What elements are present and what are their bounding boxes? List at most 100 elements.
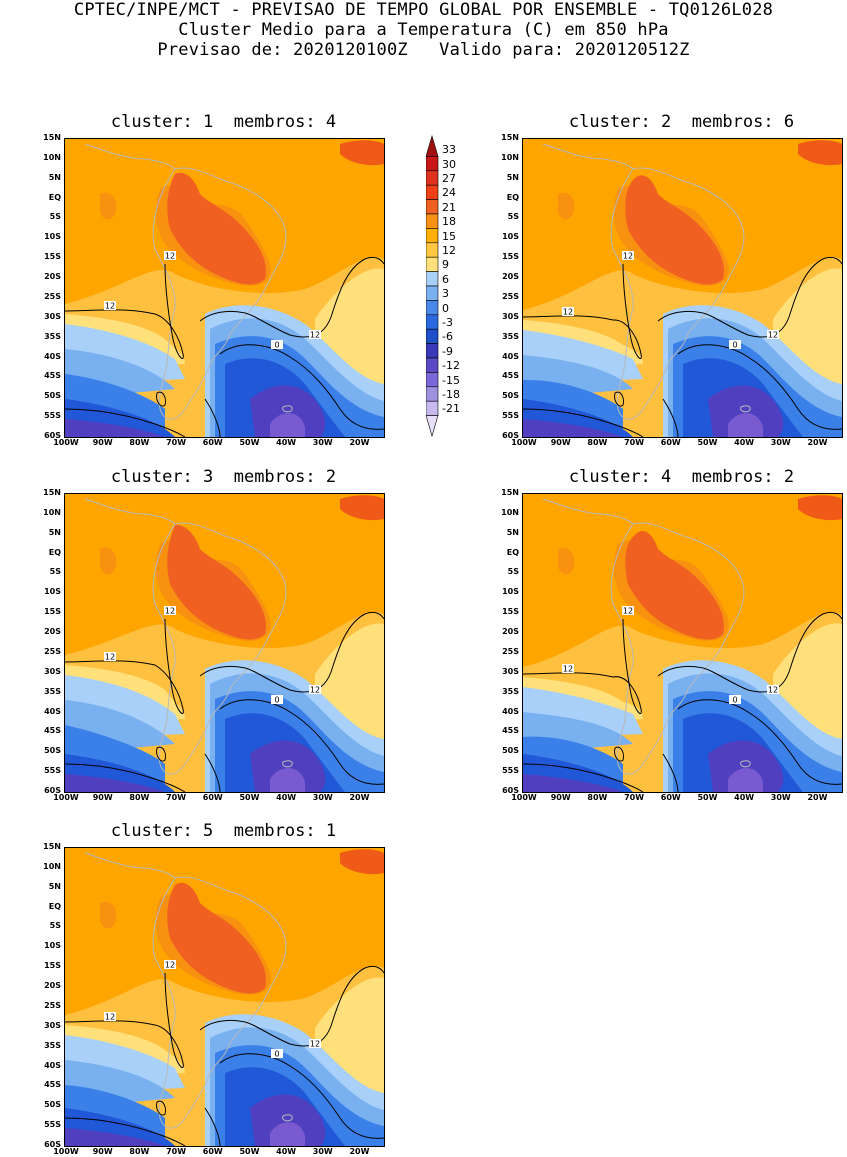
temperature-region [728, 768, 763, 792]
lat-tick-label: 10N [43, 152, 61, 162]
lon-tick-label: 70W [166, 793, 187, 802]
lat-tick-label: 45S [44, 1080, 61, 1090]
temperature-colorbar: 33 30 27 24 21 18 15 12 9 6 3 0 -3 -6 -9 -12 -15 -18 -21 [425, 134, 486, 444]
isotherm-contour [156, 1100, 166, 1116]
lat-tick-label: 10N [43, 507, 61, 517]
lat-tick-label: 60S [44, 786, 61, 795]
isotherm-contour [156, 746, 166, 762]
contour-label: 12 [309, 1039, 321, 1049]
lat-tick-label: 30S [502, 311, 519, 321]
lon-tick-label: 40W [734, 793, 755, 802]
coastline-north [542, 143, 634, 170]
temperature-region [167, 524, 266, 640]
colorbar-label: 6 [442, 272, 449, 286]
map-frame: 12 12 12 0 [64, 847, 385, 1147]
lat-tick-label: 10N [501, 152, 519, 162]
colorbar-graphic [425, 134, 439, 438]
coastline-north [84, 498, 176, 525]
lat-tick-label: 45S [44, 371, 61, 381]
colorbar-segment [425, 199, 439, 215]
lat-tick-label: 15S [44, 607, 61, 617]
temperature-region [728, 413, 763, 437]
contour-label: 12 [309, 685, 321, 695]
map-frame: 12 12 12 0 [64, 138, 385, 438]
lon-tick-label: 80W [129, 793, 150, 802]
island [282, 1114, 293, 1122]
temperature-region [708, 385, 784, 437]
lon-tick-label: 50W [239, 793, 260, 802]
coastline-north [542, 498, 634, 525]
isotherm-contour [65, 618, 184, 714]
lat-tick-label: 35S [502, 686, 519, 696]
contour-label: 12 [164, 960, 176, 970]
lon-tick-label: 100W [53, 793, 79, 802]
isotherm-contour [65, 972, 184, 1068]
map-frame: 12 12 12 0 [64, 493, 385, 793]
lat-tick-label: 55S [502, 411, 519, 421]
lat-tick-label: 40S [44, 1060, 61, 1070]
island [282, 405, 293, 413]
lat-tick-label: 20S [502, 627, 519, 637]
island [740, 405, 751, 413]
svg-text:0: 0 [274, 1050, 279, 1059]
lat-tick-label: 15S [502, 607, 519, 617]
lat-tick-label: 15N [43, 133, 61, 142]
lon-tick-label: 20W [807, 438, 828, 447]
lat-tick-label: 5N [506, 527, 519, 537]
contour-label: 12 [767, 330, 779, 340]
lat-tick-label: 25S [502, 291, 519, 301]
lon-tick-label: 40W [734, 438, 755, 447]
temperature-region [65, 1128, 165, 1146]
colorbar-segment [425, 285, 439, 301]
contour-label: 12 [767, 685, 779, 695]
lat-tick-label: 10S [44, 587, 61, 597]
lat-tick-label: 5S [49, 921, 61, 931]
contour-label: 0 [271, 1049, 283, 1059]
lat-tick-label: 10S [502, 587, 519, 597]
lat-tick-label: 40S [502, 351, 519, 361]
colorbar-label: 21 [442, 200, 456, 214]
lat-tick-label: EQ [48, 192, 61, 202]
lon-tick-label: 100W [53, 1147, 79, 1156]
lat-tick-label: 10S [44, 232, 61, 242]
contour-label: 12 [164, 606, 176, 616]
lat-tick-label: 30S [44, 1020, 61, 1030]
temperature-region [708, 740, 784, 792]
lat-tick-label: 15S [44, 961, 61, 971]
isotherm-contour [677, 699, 842, 785]
temperature-region [250, 740, 326, 792]
contour-label: 12 [309, 330, 321, 340]
lat-tick-label: 50S [44, 391, 61, 401]
panel-title: cluster: 3 membros: 2 [110, 467, 337, 487]
temperature-map: 12 12 12 0 [523, 494, 842, 792]
colorbar-segment [425, 242, 439, 258]
temperature-region [250, 1094, 326, 1146]
lat-tick-label: 60S [44, 431, 61, 440]
isotherm-contour [523, 618, 642, 714]
lat-tick-label: 35S [44, 331, 61, 341]
temperature-region [558, 547, 575, 575]
lon-tick-label: 40W [276, 438, 297, 447]
temperature-map: 12 12 12 0 [523, 139, 842, 437]
lat-tick-label: 20S [502, 272, 519, 282]
colorbar-segment [425, 213, 439, 229]
temperature-region [340, 495, 384, 521]
svg-text:12: 12 [165, 961, 175, 970]
svg-text:12: 12 [310, 331, 320, 340]
lat-tick-label: 5N [48, 881, 61, 891]
svg-text:12: 12 [768, 686, 778, 695]
isotherm-contour [614, 746, 624, 762]
lon-tick-label: 60W [202, 1147, 223, 1156]
contour-label: 0 [729, 340, 741, 350]
colorbar-label: 18 [442, 215, 456, 229]
temperature-map: 12 12 12 0 [65, 848, 384, 1146]
lon-tick-label: 70W [624, 793, 645, 802]
lon-tick-label: 30W [312, 793, 333, 802]
lon-tick-label: 70W [166, 1147, 187, 1156]
lat-tick-label: 30S [502, 666, 519, 676]
temperature-region [340, 849, 384, 875]
lat-tick-label: 40S [502, 706, 519, 716]
isotherm-contour [65, 763, 186, 792]
lon-tick-label: 30W [770, 793, 791, 802]
lon-tick-label: 60W [660, 438, 681, 447]
